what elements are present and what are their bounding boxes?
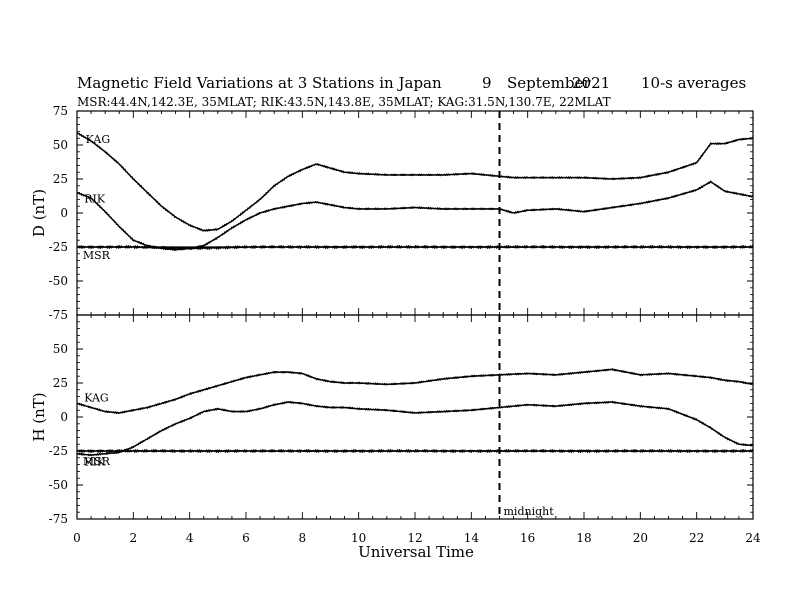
y-tick-label: -75	[49, 512, 68, 526]
y-tick-label: 0	[60, 206, 68, 220]
y-tick-label: 25	[53, 172, 68, 186]
chart-title: Magnetic Field Variations at 3 Stations …	[77, 74, 442, 92]
x-tick-label: 20	[633, 531, 648, 545]
x-axis-label: Universal Time	[358, 543, 474, 561]
x-tick-label: 14	[464, 531, 480, 545]
series-line-D-msr	[76, 245, 754, 251]
chart-day: 9	[482, 74, 492, 92]
series-line-D-kag	[76, 132, 754, 232]
x-tick-label: 18	[576, 531, 591, 545]
midnight-label: midnight	[504, 505, 555, 518]
chart-year: 2021	[572, 74, 610, 92]
x-tick-label: 10	[351, 531, 366, 545]
chart-month: September	[507, 74, 591, 92]
x-tick-label: 12	[407, 531, 422, 545]
series-label-D-rik: RIK	[84, 193, 106, 206]
y-tick-label: 50	[53, 138, 68, 152]
x-tick-label: 6	[242, 531, 250, 545]
x-tick-label: 8	[299, 531, 307, 545]
y-axis-label-D: D (nT)	[30, 189, 48, 237]
series-label-H-rik: RIK	[84, 456, 106, 469]
chart-averaging: 10-s averages	[641, 74, 746, 92]
series-label-D-msr: MSR	[83, 249, 111, 262]
x-tick-label: 24	[745, 531, 761, 545]
y-tick-label: -50	[49, 478, 68, 492]
x-tick-label: 16	[520, 531, 535, 545]
series-label-H-kag: KAG	[84, 391, 109, 404]
series-line-H-msr	[76, 449, 754, 453]
y-axis-label-H: H (nT)	[30, 392, 48, 441]
x-tick-label: 22	[689, 531, 704, 545]
y-tick-label: 75	[53, 104, 68, 118]
y-tick-label: -25	[49, 240, 68, 254]
chart-subtitle: MSR:44.4N,142.3E, 35MLAT; RIK:43.5N,143.…	[77, 95, 611, 109]
series-label-D-kag: KAG	[86, 133, 111, 146]
y-tick-label: 25	[53, 376, 68, 390]
y-tick-label: -50	[49, 274, 68, 288]
y-tick-label: 0	[60, 410, 68, 424]
y-tick-label: -75	[49, 308, 68, 322]
panel-frame-D	[76, 110, 754, 316]
series-line-H-kag	[76, 368, 754, 414]
x-tick-label: 0	[73, 531, 81, 545]
y-tick-label: 50	[53, 342, 68, 356]
series-line-H-rik	[76, 400, 754, 457]
x-tick-label: 2	[130, 531, 138, 545]
series-label-H-msr: MSR	[83, 455, 111, 468]
series-line-D-rik	[76, 180, 754, 252]
y-tick-label: -25	[49, 444, 68, 458]
panel-frame-H	[76, 314, 754, 520]
x-tick-label: 4	[186, 531, 194, 545]
